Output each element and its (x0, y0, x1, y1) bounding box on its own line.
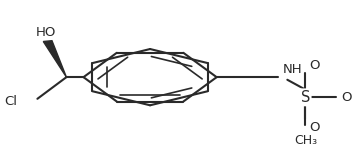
Text: S: S (301, 90, 310, 105)
Text: O: O (341, 91, 352, 104)
Text: HO: HO (36, 26, 56, 39)
Text: NH: NH (283, 63, 302, 76)
Text: Cl: Cl (4, 95, 17, 108)
Text: CH₃: CH₃ (294, 134, 317, 147)
Text: O: O (309, 59, 320, 72)
Polygon shape (43, 41, 66, 77)
Text: O: O (309, 121, 320, 134)
